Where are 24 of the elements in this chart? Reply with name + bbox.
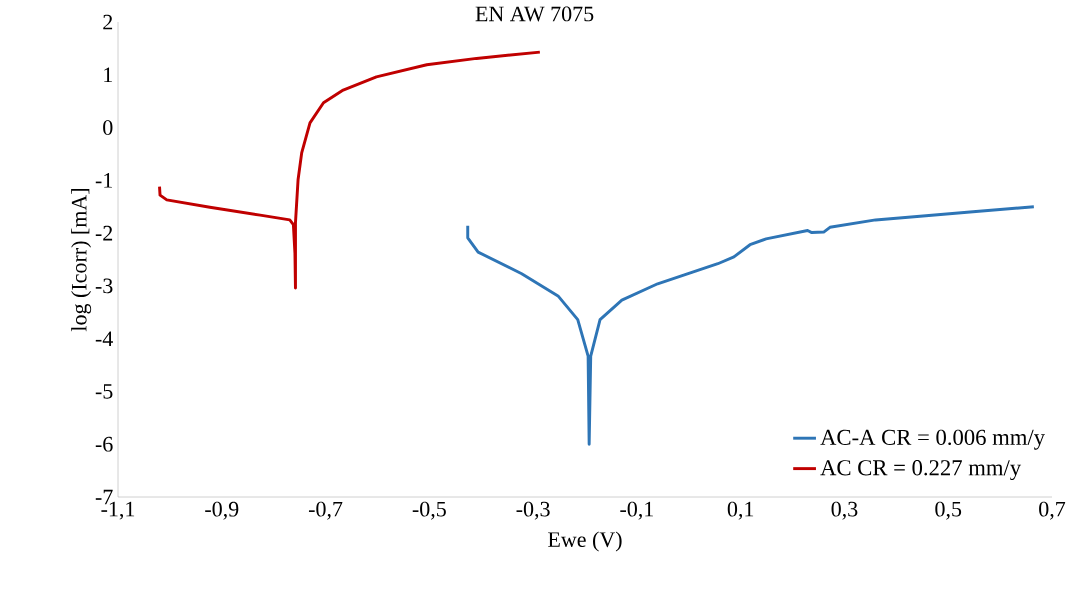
x-tick-label: 0,7: [1039, 501, 1066, 520]
y-axis-title: log (Icorr) [mA]: [71, 189, 92, 332]
y-tick-label: -1: [95, 173, 112, 188]
y-tick-label: -5: [95, 384, 113, 399]
y-tick-label: 0: [103, 120, 113, 135]
y-tick-label: -4: [95, 331, 113, 346]
y-tick-label: -3: [95, 278, 113, 294]
x-axis-title: Ewe (V): [548, 531, 622, 552]
x-tick-label: -0,7: [308, 501, 343, 520]
y-tick-label: -6: [95, 436, 113, 452]
x-tick-label: -0,1: [620, 501, 653, 520]
x-tick-label: 0,1: [727, 501, 754, 520]
legend-label: AC CR = 0.227 mm/y: [820, 460, 1022, 481]
x-tick-label: -0,9: [205, 501, 239, 520]
x-tick-label: 0,3: [831, 501, 858, 520]
x-tick-label: 0,5: [935, 501, 962, 520]
chart-title: EN AW 7075: [475, 6, 594, 22]
x-tick-label: -0,3: [516, 501, 550, 520]
y-tick-label: 2: [103, 14, 113, 30]
x-tick-label: -0,5: [412, 501, 446, 520]
y-tick-label: -2: [95, 225, 113, 241]
y-tick-label: 1: [104, 67, 112, 83]
legend-label: AC-A CR = 0.006 mm/y: [820, 429, 1045, 450]
line-series: [158, 50, 542, 290]
